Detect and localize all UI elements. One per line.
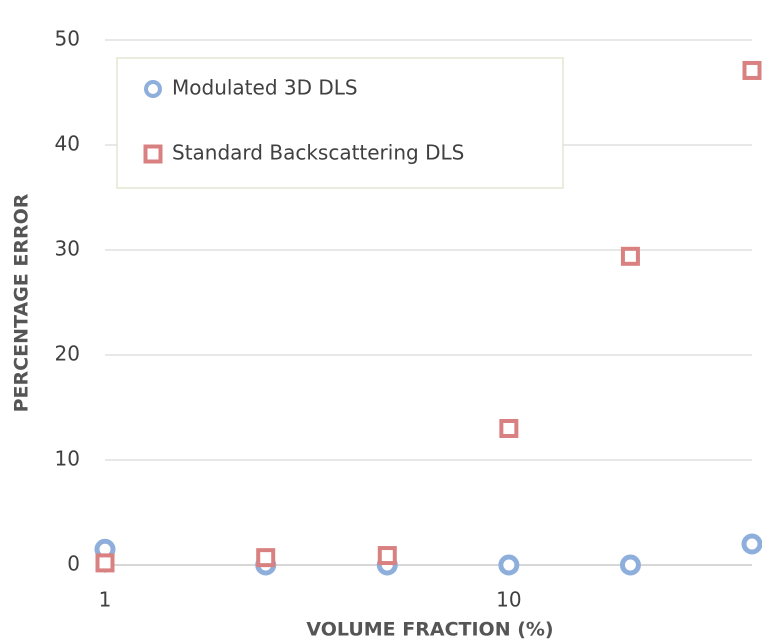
legend-marker xyxy=(143,144,163,164)
y-axis-title: PERCENTAGE ERROR xyxy=(11,193,33,412)
y-tick-label: 50 xyxy=(55,27,80,51)
y-tick-label: 30 xyxy=(55,237,80,261)
x-tick-label: 10 xyxy=(496,588,521,612)
x-axis-title: VOLUME FRACTION (%) xyxy=(306,619,553,641)
point xyxy=(619,554,641,576)
legend-marker xyxy=(144,80,162,98)
point xyxy=(741,533,762,555)
point xyxy=(620,246,640,266)
point xyxy=(377,546,397,566)
y-tick-label: 20 xyxy=(55,342,80,366)
legend-label: Standard Backscattering DLS xyxy=(172,141,464,165)
legend-label: Modulated 3D DLS xyxy=(172,76,358,100)
point xyxy=(256,548,276,568)
point xyxy=(499,419,519,438)
y-tick-label: 40 xyxy=(55,132,80,156)
legend-box xyxy=(116,57,564,189)
point xyxy=(498,554,520,576)
x-tick-label: 1 xyxy=(99,588,112,612)
y-tick-label: 10 xyxy=(55,447,80,471)
y-tick-label: 0 xyxy=(67,552,80,576)
point xyxy=(95,553,115,573)
point xyxy=(742,60,762,80)
